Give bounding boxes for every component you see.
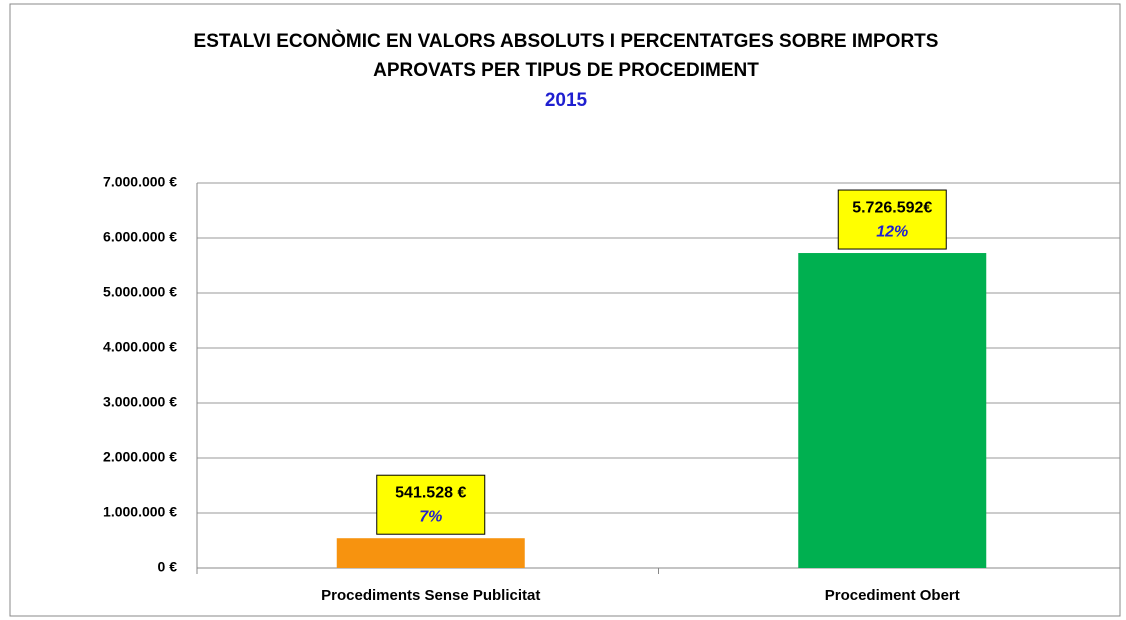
percentage-label: 12%: [876, 223, 908, 240]
bar: [336, 538, 525, 568]
y-tick-label: 4.000.000 €: [103, 339, 177, 355]
value-label-box: [837, 189, 947, 250]
chart-subtitle: 2015: [545, 90, 588, 111]
x-tick-label: Procediments Sense Publicitat: [321, 587, 540, 604]
chart-title: APROVATS PER TIPUS DE PROCEDIMENT: [373, 60, 759, 81]
value-label: 5.726.592€: [852, 199, 932, 216]
y-tick-label: 5.000.000 €: [103, 284, 177, 300]
y-tick-label: 0 €: [158, 559, 178, 575]
y-tick-label: 7.000.000 €: [103, 174, 177, 190]
y-tick-label: 3.000.000 €: [103, 394, 177, 410]
value-label: 541.528 €: [395, 484, 466, 501]
y-tick-label: 1.000.000 €: [103, 504, 177, 520]
y-tick-label: 2.000.000 €: [103, 449, 177, 465]
chart-title: ESTALVI ECONÒMIC EN VALORS ABSOLUTS I PE…: [194, 30, 939, 52]
bar: [798, 253, 987, 568]
y-tick-label: 6.000.000 €: [103, 229, 177, 245]
x-tick-label: Procediment Obert: [825, 587, 960, 604]
percentage-label: 7%: [419, 508, 442, 525]
value-label-box: [376, 474, 486, 535]
